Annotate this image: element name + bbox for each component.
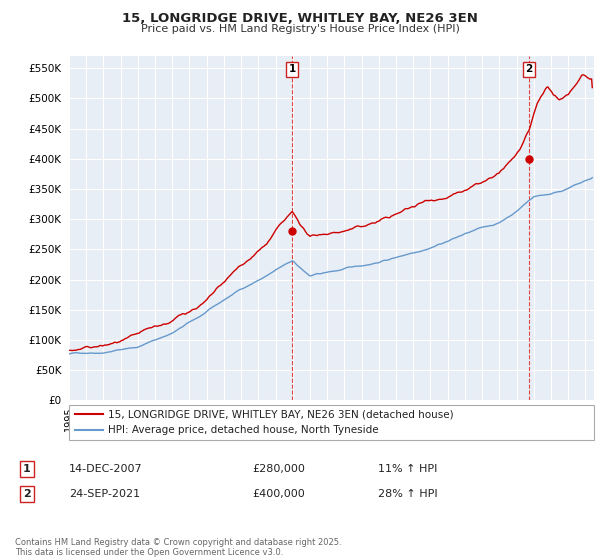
Text: 2: 2 (23, 489, 31, 499)
Text: 11% ↑ HPI: 11% ↑ HPI (378, 464, 437, 474)
Text: Price paid vs. HM Land Registry's House Price Index (HPI): Price paid vs. HM Land Registry's House … (140, 24, 460, 34)
Text: 15, LONGRIDGE DRIVE, WHITLEY BAY, NE26 3EN: 15, LONGRIDGE DRIVE, WHITLEY BAY, NE26 3… (122, 12, 478, 25)
Text: 1: 1 (23, 464, 31, 474)
Text: 15, LONGRIDGE DRIVE, WHITLEY BAY, NE26 3EN (detached house): 15, LONGRIDGE DRIVE, WHITLEY BAY, NE26 3… (109, 409, 454, 419)
FancyBboxPatch shape (69, 405, 594, 440)
Text: 14-DEC-2007: 14-DEC-2007 (69, 464, 143, 474)
Text: Contains HM Land Registry data © Crown copyright and database right 2025.
This d: Contains HM Land Registry data © Crown c… (15, 538, 341, 557)
Text: 28% ↑ HPI: 28% ↑ HPI (378, 489, 437, 499)
Text: £400,000: £400,000 (252, 489, 305, 499)
Text: HPI: Average price, detached house, North Tyneside: HPI: Average price, detached house, Nort… (109, 425, 379, 435)
Text: £280,000: £280,000 (252, 464, 305, 474)
Text: 1: 1 (289, 64, 296, 74)
Text: 24-SEP-2021: 24-SEP-2021 (69, 489, 140, 499)
Text: 2: 2 (526, 64, 533, 74)
